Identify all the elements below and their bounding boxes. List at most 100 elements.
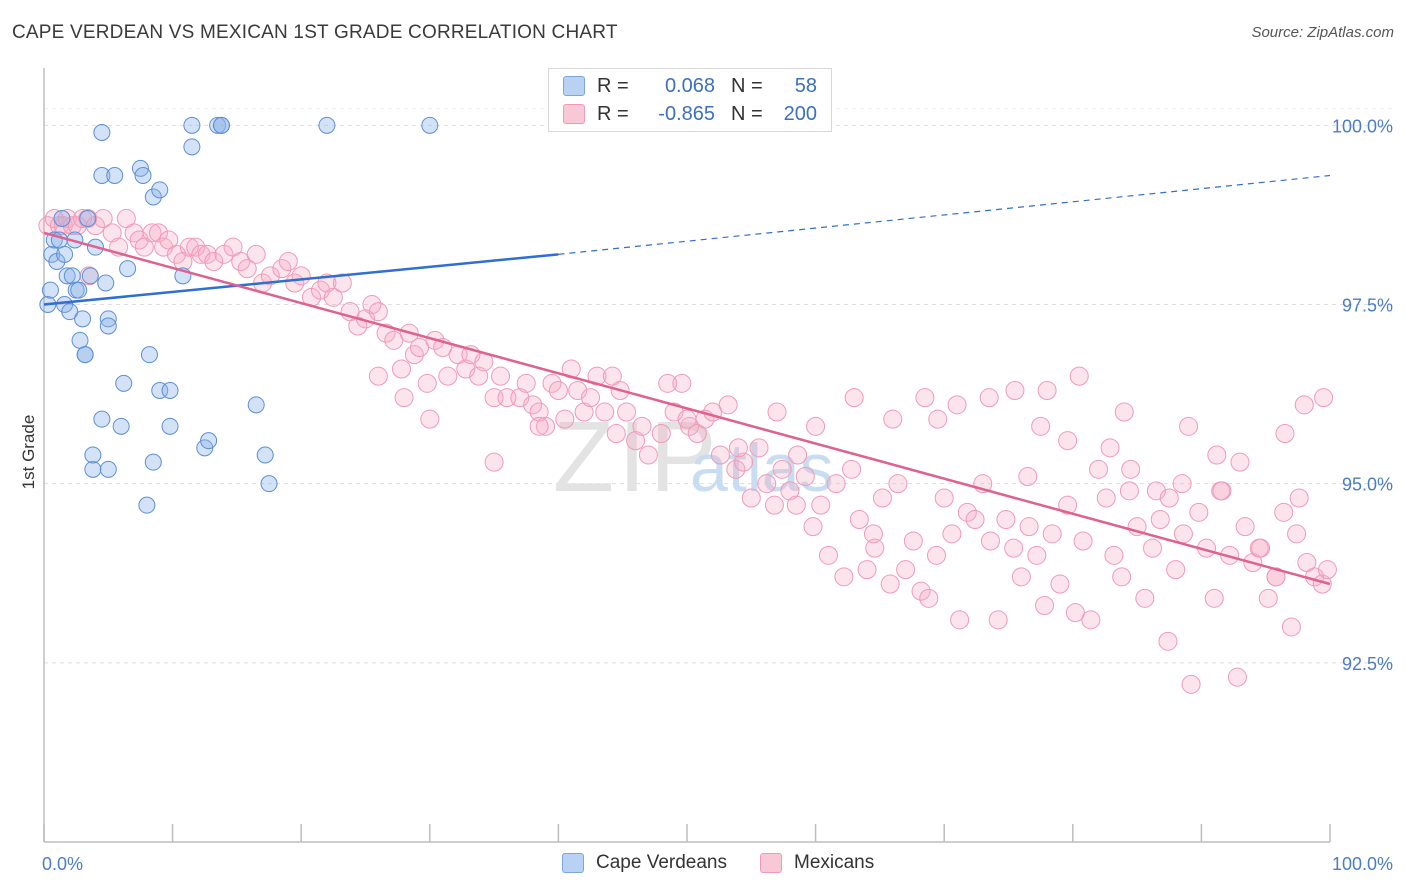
mexicans-point [1227, 667, 1247, 687]
mexicans-point [394, 388, 414, 408]
y-tick-label: 95.0% [1342, 475, 1393, 495]
mexicans-point [1073, 531, 1093, 551]
mexicans-point [1249, 538, 1269, 558]
axes [43, 68, 1331, 843]
mexicans-point [142, 223, 162, 243]
mexicans-trend-line [43, 231, 1331, 586]
mexicans-point [417, 373, 437, 393]
mexicans-point [102, 223, 122, 243]
mexicans-point [1100, 438, 1120, 458]
mexicans-point [148, 223, 168, 243]
gridlines [44, 107, 1392, 664]
mexicans-point [197, 244, 217, 264]
mexicans-point [883, 409, 903, 429]
mexicans-point [786, 495, 806, 515]
mexicans-point [78, 209, 98, 228]
cape-verdeans-point [41, 281, 59, 299]
mexicans-point [516, 373, 536, 393]
cape-verdeans-point [140, 346, 158, 364]
y-tick-label: 92.5% [1342, 654, 1393, 674]
cape-verdeans-points [39, 116, 439, 514]
mexicans-point [849, 510, 869, 529]
mexicans-point [574, 402, 594, 422]
cape-verdeans-point [144, 453, 162, 471]
mexicans-point [950, 610, 970, 630]
mexicans-point [872, 488, 892, 508]
mexicans-point [204, 252, 224, 271]
cape-verdeans-point [112, 417, 130, 435]
mexicans-point [915, 388, 935, 408]
mexicans-point [844, 388, 864, 408]
mexicans-point [638, 445, 658, 465]
mexicans-point [934, 488, 954, 508]
cape-verdeans-point [70, 281, 88, 299]
cape-verdeans-point [84, 446, 102, 464]
tick-labels: 92.5% 95.0% 97.5% 100.0% 0.0% 100.0% [42, 116, 1393, 874]
mexicans-point [1081, 610, 1101, 630]
mexicans-point [942, 524, 962, 544]
mexicans-point [726, 459, 746, 479]
mexicans-point [1135, 588, 1155, 608]
y-tick-label: 100.0% [1332, 116, 1393, 136]
cape-verdeans-point [56, 245, 74, 263]
mexicans-point [834, 567, 854, 587]
mexicans-point [795, 467, 815, 486]
mexicans-point [291, 266, 311, 286]
cape-verdeans-point [318, 116, 336, 134]
mexicans-point [1258, 588, 1278, 608]
mexicans-point [857, 560, 877, 580]
mexicans-point [1058, 431, 1078, 451]
mexicans-point [1150, 510, 1170, 529]
pink-swatch [760, 853, 782, 873]
cape-verdeans-point [260, 475, 278, 493]
cape-verdeans-trend-line [43, 253, 559, 306]
legend-row-cape-verdeans: R = 0.068 N = 58 [563, 73, 817, 99]
mexicans-point [1230, 452, 1250, 472]
mexicans-point [680, 416, 700, 436]
cape-verdeans-point [151, 382, 169, 399]
y-tick-label: 97.5% [1342, 296, 1393, 316]
mexicans-point [1143, 538, 1163, 558]
x-tick-label: 100.0% [1332, 854, 1393, 874]
cape-verdeans-point [256, 446, 274, 464]
n-label: N = [731, 74, 763, 97]
cape-verdeans-point [63, 267, 81, 285]
mexicans-point [323, 287, 343, 307]
mexicans-point [626, 431, 646, 451]
cape-verdeans-point [134, 167, 152, 184]
legend-item-mexicans[interactable]: Mexicans [760, 852, 874, 874]
mexicans-point [1207, 445, 1227, 465]
cape-verdeans-point [99, 310, 117, 328]
mexicans-point [806, 416, 826, 436]
legend-item-cape-verdeans[interactable]: Cape Verdeans [562, 852, 727, 874]
mexicans-point [272, 259, 292, 279]
y-axis-label: 1st Grade [19, 415, 38, 490]
mexicans-point [1275, 424, 1295, 443]
mexicans-point [1027, 545, 1047, 565]
mexicans-point [368, 302, 388, 322]
mexicans-point [62, 216, 82, 236]
mexicans-point [1266, 567, 1286, 587]
mexicans-point [469, 366, 489, 386]
cape-verdeans-point [106, 167, 124, 184]
mexicans-point [278, 252, 298, 271]
r-value: -0.865 [658, 102, 715, 125]
legend-label: Cape Verdeans [596, 852, 727, 873]
cape-verdeans-point [71, 331, 89, 349]
mexicans-point [260, 266, 280, 286]
cape-verdeans-trend-extension [558, 174, 1331, 255]
mexicans-point [1274, 502, 1294, 522]
mexicans-point [863, 524, 883, 544]
mexicans-point [957, 502, 977, 522]
mexicans-point [332, 273, 352, 293]
blue-swatch [562, 853, 584, 873]
cape-verdeans-point [161, 382, 179, 399]
mexicans-point [1089, 459, 1109, 479]
mexicans-point [595, 402, 615, 422]
cape-verdeans-point [99, 317, 117, 335]
mexicans-point [928, 409, 948, 429]
mexicans-point [734, 452, 754, 472]
mexicans-point [888, 474, 908, 494]
mexicans-point [658, 373, 678, 393]
blue-swatch [563, 76, 585, 96]
